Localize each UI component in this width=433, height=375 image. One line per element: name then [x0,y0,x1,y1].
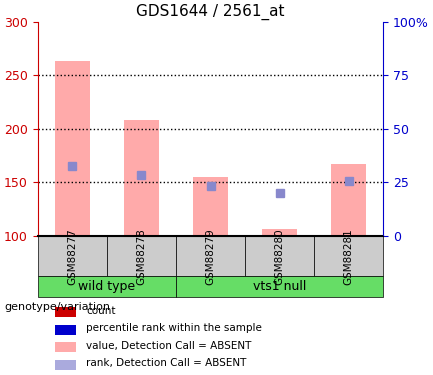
Bar [331,164,366,236]
Bar [193,177,228,236]
Text: rank, Detection Call = ABSENT: rank, Detection Call = ABSENT [86,358,246,369]
Text: percentile rank within the sample: percentile rank within the sample [86,323,262,333]
Text: GSM88277: GSM88277 [67,228,78,285]
Bar [55,342,76,352]
Bar [124,120,158,236]
Title: GDS1644 / 2561_at: GDS1644 / 2561_at [136,4,285,20]
Text: value, Detection Call = ABSENT: value, Detection Call = ABSENT [86,341,252,351]
Bar [55,307,76,317]
Text: wild type: wild type [78,280,136,293]
Bar [262,229,297,236]
Bar [55,324,76,335]
Text: GSM88278: GSM88278 [136,228,146,285]
FancyBboxPatch shape [107,236,176,276]
FancyBboxPatch shape [38,276,176,297]
FancyBboxPatch shape [176,236,245,276]
Text: GSM88281: GSM88281 [344,228,354,285]
Text: GSM88279: GSM88279 [206,228,216,285]
Text: vts1 null: vts1 null [253,280,306,293]
FancyBboxPatch shape [245,236,314,276]
Text: count: count [86,306,116,316]
Text: genotype/variation: genotype/variation [4,303,110,312]
Text: GSM88280: GSM88280 [275,228,284,285]
Bar [55,360,76,370]
FancyBboxPatch shape [176,276,383,297]
Bar [55,62,90,236]
FancyBboxPatch shape [314,236,383,276]
FancyBboxPatch shape [38,236,107,276]
